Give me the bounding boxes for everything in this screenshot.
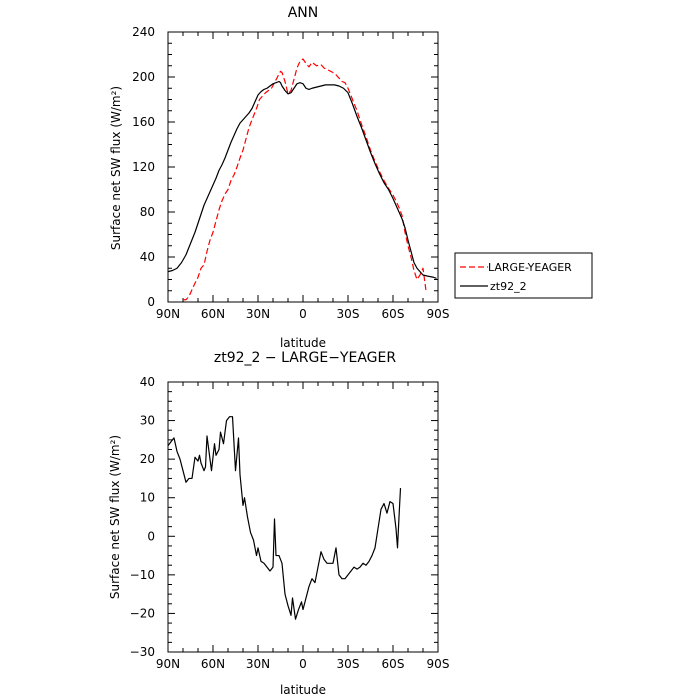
top-x-tick-label: 30S — [337, 307, 360, 321]
bottom-x-tick-label: 90N — [156, 657, 180, 671]
top-x-tick-label: 30N — [246, 307, 270, 321]
top-y-tick-label: 240 — [132, 25, 155, 39]
bottom-x-tick-label: 90S — [427, 657, 450, 671]
bottom-y-tick-label: 0 — [147, 529, 155, 543]
bottom-panel: zt92_2 − LARGE−YEAGER 90N 60N 30N 0 30S 60S 90… — [108, 350, 449, 697]
top-x-tick-label: 0 — [299, 307, 307, 321]
top-x-tick-label: 90N — [156, 307, 180, 321]
bottom-y-tick-label: −20 — [130, 606, 155, 620]
bottom-chart-title: zt92_2 − LARGE−YEAGER — [214, 350, 396, 366]
bottom-y-tick-label: 30 — [140, 414, 155, 428]
top-y-tick-label: 80 — [140, 205, 155, 219]
bottom-x-tick-label: 30S — [337, 657, 360, 671]
top-plot-frame — [167, 31, 439, 303]
bottom-plot-frame — [167, 381, 439, 653]
top-chart-title: ANN — [288, 5, 319, 21]
top-y-tick-label: 160 — [132, 115, 155, 129]
legend-label-zt92-2: zt92_2 — [490, 280, 527, 293]
bottom-y-tick-label: −10 — [130, 568, 155, 582]
bottom-y-tick-label: −30 — [130, 645, 155, 659]
bottom-y-tick-label: 10 — [140, 491, 155, 505]
top-y-tick-label: 0 — [147, 295, 155, 309]
bottom-series-line-difference — [168, 416, 402, 620]
bottom-x-tick-label: 60N — [201, 657, 225, 671]
bottom-x-tick-label: 0 — [299, 657, 307, 671]
top-y-tick-label: 200 — [132, 70, 155, 84]
bottom-x-tick-label: 60S — [382, 657, 405, 671]
top-x-axis-title: latitude — [280, 336, 326, 350]
bottom-y-tick-label: 40 — [140, 375, 155, 389]
bottom-x-tick-label: 30N — [246, 657, 270, 671]
top-series-line-zt92-2 — [168, 80, 437, 279]
top-plot-area: 90N 60N 30N 0 30S 60S 90S 0 40 80 120 160 200 240 — [132, 25, 449, 321]
legend: LARGE-YEAGER zt92_2 — [454, 252, 593, 299]
top-y-tick-label: 40 — [140, 250, 155, 264]
legend-box — [454, 252, 593, 299]
top-series-line-large-yeager — [183, 58, 427, 301]
top-x-tick-label: 90S — [427, 307, 450, 321]
top-y-tick-label: 120 — [132, 160, 155, 174]
top-y-axis-title: Surface net SW flux (W/m²) — [109, 86, 123, 250]
top-panel: ANN 90N 60N 30N 0 30S 60S 90S 0 40 80 120 160 200 240… — [109, 5, 593, 350]
bottom-y-tick-label: 20 — [140, 452, 155, 466]
legend-label-large-yeager: LARGE-YEAGER — [488, 261, 572, 274]
top-x-tick-label: 60S — [382, 307, 405, 321]
bottom-plot-area: 90N 60N 30N 0 30S 60S 90S −30 −20 −10 0 10 20 30 40 — [130, 375, 450, 671]
bottom-x-axis-title: latitude — [280, 683, 326, 697]
top-x-tick-label: 60N — [201, 307, 225, 321]
bottom-y-axis-title: Surface net SW flux (W/m²) — [108, 435, 122, 599]
